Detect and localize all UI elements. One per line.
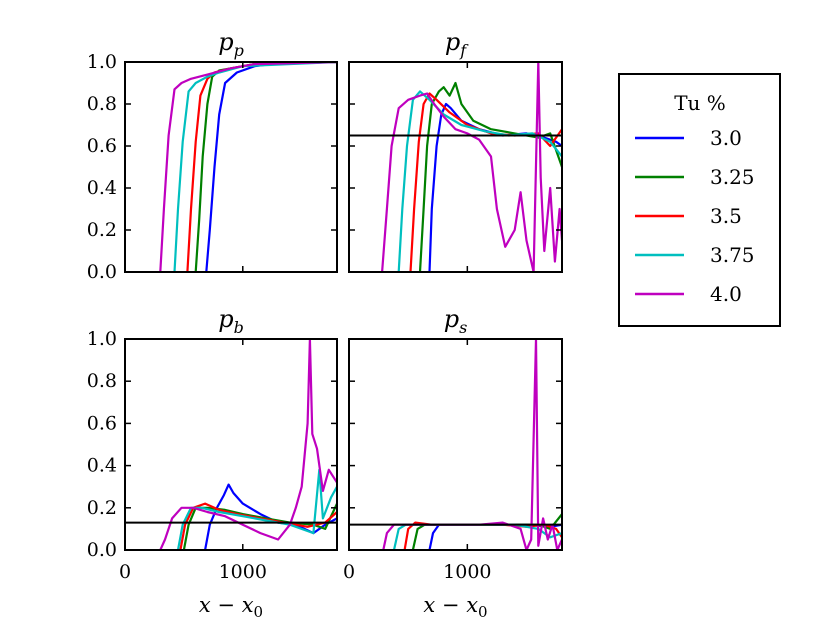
series-line-4_0 [159,62,337,272]
panel-title: pp [218,28,244,60]
y-tick-label: 0.6 [87,412,117,434]
y-tick-label: 0.0 [87,261,117,283]
panel-title: pb [218,305,244,337]
panel-title: pf [445,28,469,60]
panel-title: ps [444,305,468,337]
axes-frame [348,61,563,273]
legend-label: 4.0 [710,282,742,306]
series-line-3_75 [397,90,562,272]
y-tick-label: 0.4 [87,177,117,199]
series-line-4_0 [382,339,562,550]
y-tick-label: 0.4 [87,455,117,477]
legend-frame [618,73,781,327]
x-axis-label: x − x0 [199,593,263,621]
panel-3: pb 0.0 0.2 0.4 0.6 0.8 1.0 0 1000 x − x0 [87,305,338,621]
x-axis-label: x − x0 [423,593,487,621]
y-tick-label: 1.0 [87,328,117,350]
panel-2: pf [348,28,563,273]
panel-4: ps 0 1000 x − x0 [343,305,563,621]
y-tick-label: 1.0 [87,51,117,73]
y-tick-label: 0.0 [87,539,117,561]
series-line-3_25 [194,62,337,272]
x-tick-label: 1000 [443,561,491,583]
x-tick-label: 1000 [219,561,267,583]
series-line-4_0 [159,339,337,550]
axes-frame [348,338,563,551]
series-line-4_0 [381,62,562,272]
series-line-3_0 [205,62,337,272]
x-tick-label: 0 [119,561,131,583]
legend-label: 3.25 [710,165,755,189]
y-tick-label: 0.2 [87,497,117,519]
x-tick-label: 0 [343,561,355,583]
axes-frame [124,61,338,273]
y-tick-label: 0.6 [87,135,117,157]
legend-label: 3.75 [710,243,755,267]
y-tick-label: 0.2 [87,219,117,241]
legend-label: 3.0 [710,126,742,150]
series-line-3_5 [409,92,562,272]
legend-title: Tu % [674,91,726,115]
y-tick-label: 0.8 [87,370,117,392]
panel-1: pp 0.0 0.2 0.4 0.6 0.8 1.0 [87,28,338,283]
legend-label: 3.5 [710,204,742,228]
axes-frame [124,338,338,551]
y-tick-label: 0.8 [87,93,117,115]
legend: Tu % 3.0 3.25 3.5 3.75 4.0 [618,73,781,327]
